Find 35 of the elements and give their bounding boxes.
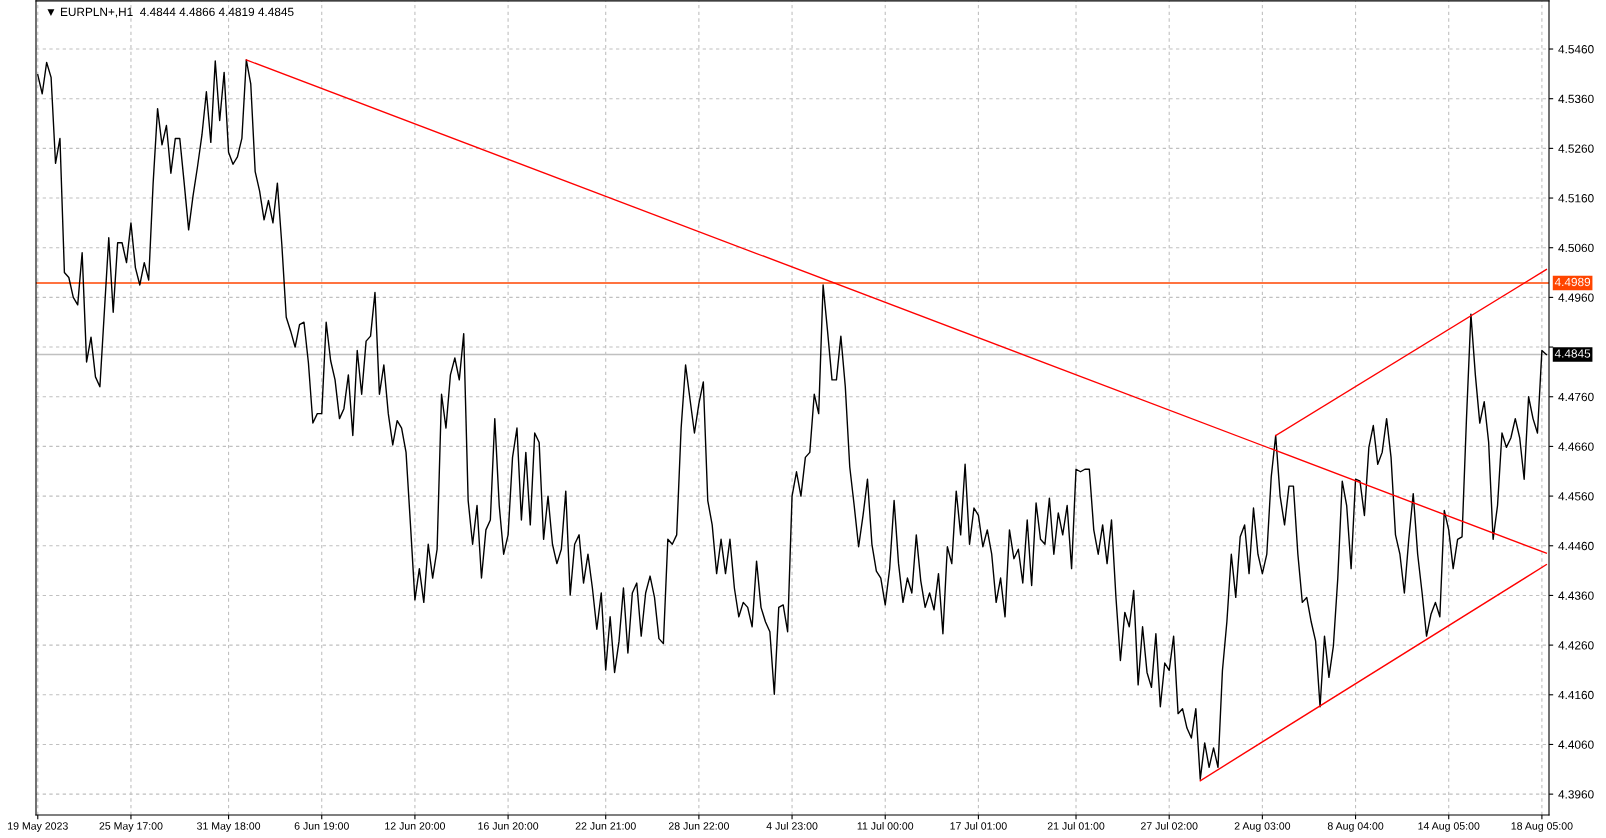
x-tick-label: 28 Jun 22:00: [668, 822, 729, 830]
x-tick-label: 17 Jul 01:00: [950, 821, 1007, 830]
y-tick-label: 4.5460: [1558, 45, 1594, 54]
x-tick-label: 19 May 2023: [8, 822, 68, 832]
y-tick-label: 4.5360: [1558, 94, 1594, 104]
x-tick-label: 8 Aug 04:00: [1327, 822, 1384, 832]
x-tick-label: 6 Jun 19:00: [294, 822, 349, 830]
x-tick-label: 12 Jun 20:00: [385, 822, 446, 830]
y-tick-label: 4.4360: [1558, 591, 1594, 600]
y-tick-label: 4.4260: [1558, 641, 1594, 650]
y-tick-label: 4.4760: [1558, 392, 1594, 402]
ref-line-label: 4.4845: [1554, 349, 1591, 358]
ref-line-label: 4.4989: [1554, 277, 1591, 287]
x-tick-label: 18 Aug 05:00: [1511, 822, 1573, 832]
x-tick-label: 31 May 18:00: [196, 822, 261, 832]
x-tick-label: 4 Jul 23:00: [766, 821, 818, 830]
x-tick-label: 25 May 17:00: [99, 822, 163, 832]
x-tick-label: 2 Aug 03:00: [1234, 822, 1291, 832]
y-tick-label: 4.4560: [1558, 492, 1594, 501]
x-tick-label: 11 Jul 00:00: [857, 821, 914, 830]
x-tick-label: 22 Jun 21:00: [575, 822, 636, 830]
y-tick-label: 4.5160: [1558, 194, 1594, 203]
x-tick-label: 14 Aug 05:00: [1418, 822, 1480, 832]
x-tick-label: 27 Jul 02:00: [1140, 821, 1198, 830]
y-tick-label: 4.5060: [1558, 243, 1594, 253]
y-tick-label: 4.3960: [1558, 790, 1594, 799]
x-tick-label: 21 Jul 01:00: [1047, 821, 1105, 830]
chart-title: ▼ EURPLN+,H1 4.4844 4.4866 4.4819 4.4845: [47, 7, 294, 18]
y-tick-label: 4.5260: [1558, 144, 1594, 153]
x-tick-label: 16 Jun 20:00: [478, 822, 539, 830]
y-tick-label: 4.4160: [1558, 690, 1594, 700]
y-tick-label: 4.4660: [1558, 442, 1594, 451]
y-tick-label: 4.4960: [1558, 293, 1594, 302]
y-tick-label: 4.4060: [1558, 740, 1594, 749]
y-tick-label: 4.4460: [1558, 541, 1594, 551]
